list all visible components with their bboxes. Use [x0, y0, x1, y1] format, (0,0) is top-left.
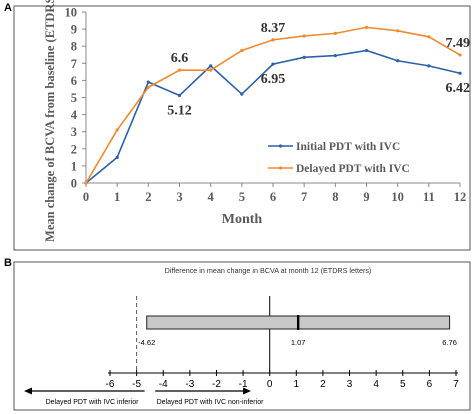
panel-a-label: A [4, 2, 12, 14]
estimate-label: 1.07 [291, 338, 306, 347]
panel-b-frame [13, 261, 471, 411]
x-tick-label: 11 [423, 190, 435, 204]
interval-tick-label: -6 [106, 379, 115, 390]
data-label: 5.12 [167, 103, 192, 118]
interval-tick-label: 1 [294, 379, 300, 390]
panel-b-label: B [4, 257, 12, 269]
x-tick-label: 5 [239, 190, 245, 204]
y-tick-label: 10 [65, 6, 78, 20]
y-tick-label: 1 [71, 159, 77, 173]
x-tick-label: 1 [114, 190, 120, 204]
y-tick-label: 8 [71, 40, 77, 54]
data-point-initial [271, 62, 275, 66]
ci-lower-label: -4.62 [138, 338, 155, 347]
data-point-initial [458, 71, 462, 75]
legend-marker-delayed [278, 166, 283, 170]
data-point-initial [240, 92, 244, 96]
data-point-initial [115, 155, 119, 159]
legend: Initial PDT with IVC Delayed PDT with IV… [268, 141, 410, 175]
interval-tick-label: -1 [239, 379, 248, 390]
interval-tick-label: 7 [453, 379, 459, 390]
x-tick-label: 12 [454, 190, 467, 204]
interval-tick-label: 3 [347, 379, 353, 390]
data-point-initial [364, 48, 369, 53]
data-label: 6.42 [446, 81, 471, 96]
data-point-delayed [396, 29, 400, 33]
left-arrow-label: Delayed PDT with IVC inferior [46, 399, 140, 406]
x-tick-label: 3 [176, 190, 182, 204]
series-line-delayed [85, 26, 461, 184]
data-label: 6.6 [171, 51, 189, 66]
y-tick-label: 3 [71, 125, 77, 139]
data-label: 8.37 [261, 21, 286, 36]
y-tick-label: 2 [71, 142, 77, 156]
y-tick-label: 6 [71, 74, 77, 88]
y-tick-label: 5 [71, 91, 77, 105]
x-tick-label: 10 [391, 190, 404, 204]
y-tick-label: 7 [71, 57, 77, 71]
interval-tick-label: 6 [427, 379, 433, 390]
x-axis-label: Month [222, 212, 263, 227]
data-point-delayed [458, 53, 462, 57]
data-label: 7.49 [446, 36, 471, 51]
panel-a-frame [13, 5, 471, 251]
legend-label-delayed: Delayed PDT with IVC [296, 163, 410, 175]
interval-plot: -6 -5 -4 -3 -2 -1 0 1 2 3 4 5 6 7 -4.62 1.07 6.76 [24, 296, 459, 395]
data-point-delayed [271, 38, 275, 42]
x-tick-label: 6 [270, 190, 276, 204]
data-point-initial [209, 64, 213, 68]
data-point-initial [146, 80, 150, 84]
data-point-delayed [364, 25, 369, 29]
right-arrow-label: Delayed PDT with IVC non-inferior [157, 399, 265, 406]
data-point-initial [333, 54, 337, 58]
y-tick-label: 4 [71, 108, 78, 122]
data-point-initial [302, 55, 306, 59]
data-point-delayed [115, 128, 119, 132]
interval-tick-label: 4 [373, 379, 379, 390]
data-point-delayed [240, 48, 244, 53]
data-point-delayed [177, 68, 182, 72]
legend-marker-initial [278, 144, 283, 148]
left-arrowhead-icon [24, 387, 32, 395]
data-point-initial [427, 64, 431, 68]
x-tick-label: 0 [83, 190, 89, 204]
data-point-delayed [333, 31, 337, 35]
data-point-initial [396, 59, 400, 63]
data-point-delayed [146, 85, 150, 89]
right-arrowhead-icon [243, 387, 252, 395]
x-tick-label: 8 [332, 190, 338, 204]
interval-tick-label: -5 [132, 379, 141, 390]
x-tick-label: 9 [363, 190, 369, 204]
legend-label-initial: Initial PDT with IVC [296, 141, 400, 153]
interval-tick-label: -4 [159, 379, 168, 390]
y-tick-label: 0 [71, 177, 77, 191]
x-tick-label: 4 [208, 190, 215, 204]
y-tick-label: 9 [71, 23, 77, 37]
y-axis-label: Mean change of BCVA from baseline (ETDRS… [43, 0, 57, 242]
interval-tick-label: -2 [212, 379, 221, 390]
interval-tick-label: 0 [267, 379, 273, 390]
data-point-delayed [427, 35, 431, 39]
data-point-delayed [302, 34, 306, 38]
data-point-delayed [84, 181, 88, 185]
data-label: 6.95 [261, 72, 286, 87]
interval-tick-label: 5 [400, 379, 406, 390]
data-point-delayed [209, 68, 213, 72]
x-tick-label: 7 [301, 190, 307, 204]
x-tick-label: 2 [145, 190, 151, 204]
ci-upper-label: 6.76 [442, 338, 457, 347]
data-point-initial [177, 93, 182, 98]
interval-tick-label: 2 [320, 379, 326, 390]
interval-tick-label: -3 [185, 379, 194, 390]
interval-title: Difference in mean change in BCVA at mon… [165, 266, 372, 275]
